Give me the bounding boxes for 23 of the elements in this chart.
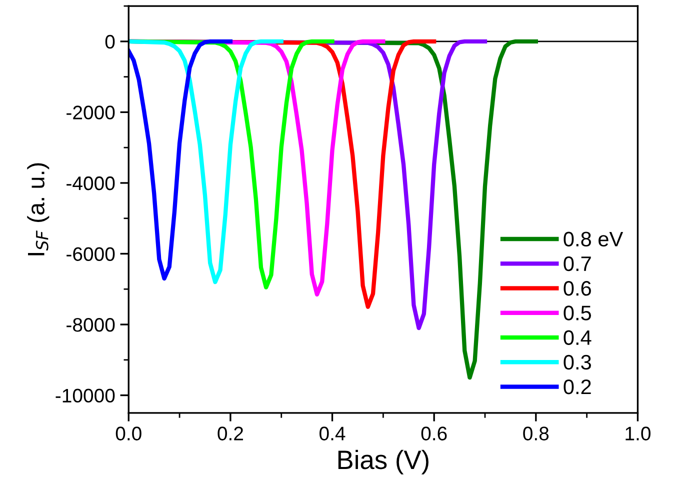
legend-label: 0.7 <box>564 256 591 272</box>
y-tick-label: -10000 <box>56 388 115 403</box>
x-tick-label: 0.8 <box>523 426 549 440</box>
legend-label: 0.2 <box>564 380 591 394</box>
x-tick-label: 0.6 <box>421 426 447 440</box>
x-tick-label: 0.0 <box>116 426 142 440</box>
legend-label: 0.3 <box>564 354 591 370</box>
x-axis-title: Bias (V) <box>338 450 428 474</box>
x-tick-label: 0.4 <box>320 426 346 440</box>
legend-label: 0.4 <box>564 330 592 346</box>
legend-label: 0.5 <box>564 306 592 320</box>
x-tick-label: 1.0 <box>626 426 650 440</box>
y-tick-label: -4000 <box>66 176 115 190</box>
y-axis-title: I$_{SF}$ (a. u.) <box>27 163 50 256</box>
y-tick-label: 0 <box>105 34 115 49</box>
y-tick-label: -2000 <box>66 106 115 120</box>
legend-label: 0.6 <box>564 280 591 296</box>
legend-label: 0.8 eV <box>564 232 624 246</box>
line-series <box>128 39 284 284</box>
y-tick-label: -6000 <box>66 247 115 261</box>
x-tick-label: 0.2 <box>218 426 243 440</box>
line-series <box>128 39 233 281</box>
y-tick-label: -8000 <box>66 318 115 332</box>
